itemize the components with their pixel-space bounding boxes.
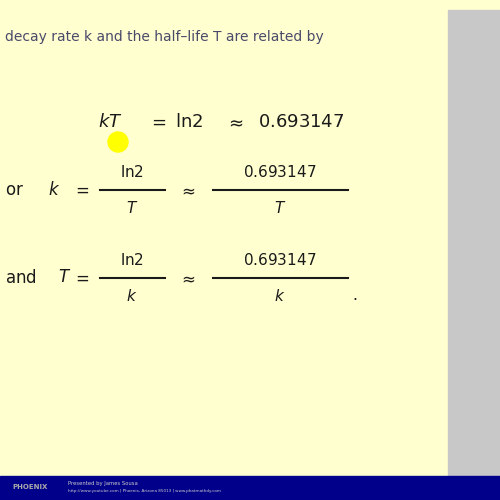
Text: $\approx$: $\approx$ (178, 269, 196, 287)
Text: $\mathrm{or}$: $\mathrm{or}$ (5, 181, 24, 199)
Text: $T$: $T$ (126, 200, 138, 216)
Text: $\approx$: $\approx$ (225, 113, 244, 131)
Text: $0.693147$: $0.693147$ (244, 164, 316, 180)
Text: $\mathrm{and}$: $\mathrm{and}$ (5, 269, 36, 287)
Text: $=$: $=$ (148, 113, 167, 131)
Text: decay rate k and the half–life T are related by: decay rate k and the half–life T are rel… (5, 30, 324, 44)
Text: $\mathrm{ln2}$: $\mathrm{ln2}$ (120, 164, 144, 180)
Bar (0, 476, 500, 500)
Text: Presented by James Sousa: Presented by James Sousa (68, 482, 138, 486)
Text: $0.693147$: $0.693147$ (244, 252, 316, 268)
Circle shape (108, 132, 128, 152)
Text: $\mathrm{ln2}$: $\mathrm{ln2}$ (120, 252, 144, 268)
Text: $.$: $.$ (352, 289, 357, 303)
Text: $=$: $=$ (72, 181, 90, 199)
Text: $k$: $k$ (48, 181, 60, 199)
Text: $k$: $k$ (274, 288, 285, 304)
Text: $k$: $k$ (126, 288, 138, 304)
Text: $kT$: $kT$ (98, 113, 122, 131)
Text: $T$: $T$ (274, 200, 286, 216)
Text: http://www.youtube.com | Phoenix, Arizona 85013 | www.phatmathdy.com: http://www.youtube.com | Phoenix, Arizon… (68, 489, 221, 493)
Text: PHOENIX: PHOENIX (12, 484, 48, 490)
Text: $0.693147$: $0.693147$ (258, 113, 344, 131)
Text: $\mathrm{ln2}$: $\mathrm{ln2}$ (175, 113, 203, 131)
Text: $T$: $T$ (58, 270, 71, 286)
Text: $\approx$: $\approx$ (178, 181, 196, 199)
Bar (448, 10, 500, 488)
Text: $=$: $=$ (72, 269, 90, 287)
